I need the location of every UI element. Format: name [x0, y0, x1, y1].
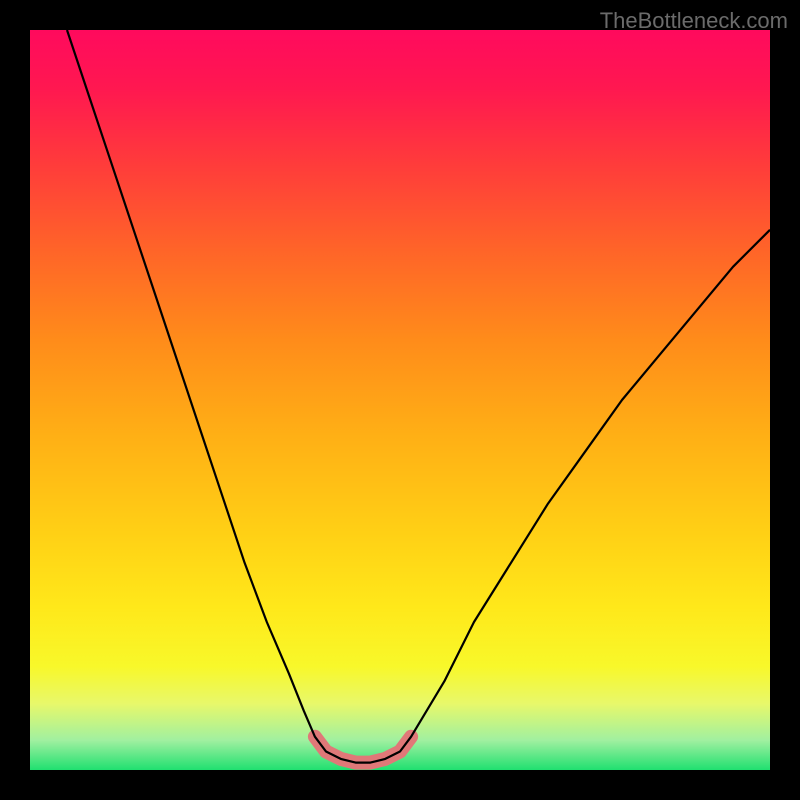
bottleneck-chart — [0, 0, 800, 800]
chart-svg — [0, 0, 800, 800]
plot-background — [30, 30, 770, 770]
watermark-text: TheBottleneck.com — [600, 8, 788, 34]
